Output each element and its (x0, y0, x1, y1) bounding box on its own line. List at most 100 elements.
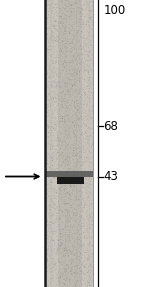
Point (86, 75, 89, 80)
Point (91, 20, 94, 24)
Point (64, 201, 67, 206)
Point (73, 75, 76, 80)
Point (57, 28, 59, 33)
Point (90, 40, 92, 44)
Point (49, 120, 51, 125)
Point (65, 181, 68, 186)
Point (89, 41, 92, 46)
Point (52, 168, 54, 172)
Point (68, 258, 71, 263)
Point (73, 245, 75, 249)
Point (87, 3, 90, 8)
Point (80, 224, 82, 229)
Point (52, 265, 55, 270)
Point (58, 175, 61, 180)
Point (45, 79, 48, 84)
Point (54, 70, 56, 75)
Point (86, 228, 88, 233)
Point (63, 251, 65, 256)
Point (61, 235, 63, 239)
Point (84, 168, 86, 173)
Point (87, 17, 90, 21)
Point (77, 144, 80, 148)
Point (66, 278, 68, 282)
Point (67, 210, 69, 214)
Point (48, 187, 50, 191)
Point (73, 198, 75, 202)
Point (80, 7, 82, 11)
Point (58, 19, 60, 24)
Point (68, 237, 70, 242)
Point (56, 39, 59, 43)
Point (70, 4, 73, 9)
Point (62, 61, 65, 66)
Point (65, 2, 67, 7)
Point (73, 132, 75, 136)
Point (44, 30, 46, 34)
Point (79, 15, 82, 19)
Point (58, 59, 60, 64)
Point (90, 100, 92, 104)
Point (76, 151, 78, 156)
Point (85, 178, 87, 182)
Point (78, 39, 81, 43)
Point (78, 106, 81, 111)
Point (69, 55, 71, 59)
Point (88, 221, 91, 226)
Point (73, 174, 75, 179)
Point (46, 72, 49, 77)
Point (56, 11, 59, 16)
Point (67, 190, 69, 194)
Point (85, 123, 87, 127)
Point (85, 155, 88, 160)
Point (89, 218, 92, 222)
Point (60, 21, 62, 26)
Point (61, 15, 63, 20)
Point (68, 130, 71, 134)
Point (66, 202, 68, 206)
Point (85, 256, 87, 261)
Point (66, 113, 68, 117)
Point (77, 160, 80, 164)
Point (75, 141, 77, 146)
Point (88, 23, 90, 27)
Point (51, 11, 53, 16)
Point (79, 22, 82, 27)
Point (75, 56, 78, 61)
Point (72, 26, 74, 30)
Point (67, 166, 70, 170)
Point (57, 34, 60, 38)
Point (81, 160, 83, 165)
Point (61, 155, 63, 160)
Point (87, 253, 90, 258)
Point (78, 180, 80, 184)
Point (91, 251, 94, 255)
Point (79, 275, 81, 280)
Point (49, 98, 51, 102)
Point (61, 116, 63, 121)
Point (64, 125, 66, 129)
Point (80, 251, 82, 255)
Point (64, 141, 67, 145)
Point (83, 272, 86, 277)
Point (70, 197, 73, 201)
Point (44, 100, 47, 104)
Point (55, 147, 57, 152)
Point (58, 215, 60, 220)
Point (52, 40, 55, 45)
Point (84, 61, 86, 66)
Point (54, 70, 56, 75)
Point (58, 260, 61, 265)
Point (79, 232, 81, 237)
Point (61, 127, 64, 131)
Point (91, 182, 93, 187)
Point (61, 80, 64, 85)
Point (76, 101, 78, 106)
Point (50, 102, 52, 107)
Point (77, 47, 80, 51)
Point (58, 110, 60, 114)
Point (60, 242, 62, 247)
Point (64, 264, 67, 268)
Point (52, 221, 54, 226)
Point (57, 97, 59, 102)
